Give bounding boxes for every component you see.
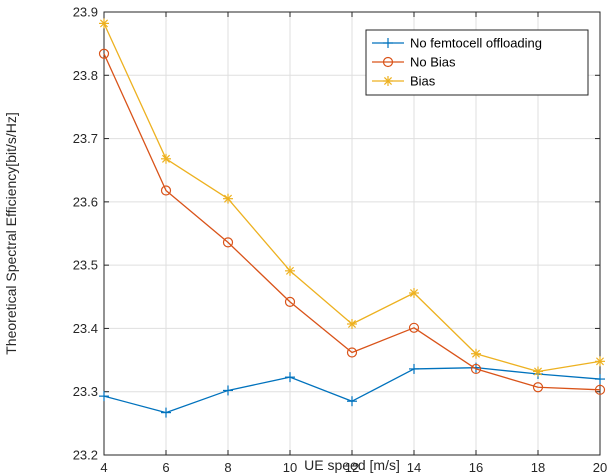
x-tick-label: 12 [345,460,359,473]
data-point [222,237,234,248]
data-point [285,372,295,383]
x-tick-label: 8 [224,460,231,473]
axes [103,11,601,456]
legend-item: Bias [372,74,436,89]
legend-item: No Bias [372,55,456,70]
series-1 [98,48,606,395]
y-tick-label: 23.5 [73,258,98,273]
x-tick-label: 18 [531,460,545,473]
data-point [595,374,605,385]
data-point [533,366,543,377]
series-0 [99,362,605,418]
series-group [98,18,606,418]
x-tick-label: 10 [283,460,297,473]
data-point [408,322,420,333]
legend-swatch-marker [383,38,393,48]
x-tick-label: 20 [593,460,607,473]
data-point [284,296,296,307]
data-point [471,348,481,359]
x-tick-label: 4 [100,460,107,473]
y-tick-label: 23.4 [73,321,98,336]
legend-swatch-marker [383,76,393,86]
tick-labels: 4 6 8 10 12 14 16 18 20 23.2 23.3 23.4 23.5 23.6 23.7 2… [73,5,608,473]
data-point [285,265,295,276]
data-point [347,396,357,407]
y-tick-label: 23.6 [73,194,98,209]
x-tick-label: 6 [162,460,169,473]
y-axis-title: Theoretical Spectral Efficiency[bit/s/Hz… [3,112,19,355]
y-tick-label: 23.2 [73,448,98,463]
x-axis-title: UE speed [m/s] [304,457,400,473]
legend-label: Bias [410,74,436,89]
data-point [223,193,233,204]
data-point [347,318,357,329]
legend-label: No femtocell offloading [410,36,542,51]
y-tick-label: 23.7 [73,131,98,146]
data-point [346,347,358,358]
data-point [470,363,482,375]
y-tick-label: 23.9 [73,5,98,20]
x-tick-label: 14 [407,460,421,473]
series-line [103,53,601,391]
legend-label: No Bias [410,55,456,70]
legend-swatch-marker [382,56,394,68]
y-tick-label: 23.3 [73,384,98,399]
data-point [409,363,419,374]
data-point [532,382,544,393]
data-point [161,407,171,418]
series-2 [99,18,605,377]
legend-item: No femtocell offloading [372,36,542,51]
data-point [223,385,233,396]
plot-frame [103,11,601,456]
data-point [409,287,419,298]
data-point [160,185,172,196]
legend: No femtocell offloading No Bias Bias [365,29,589,96]
data-point [594,384,606,395]
data-point [161,153,171,164]
x-tick-label: 16 [469,460,483,473]
y-tick-label: 23.8 [73,68,98,83]
data-point [98,48,110,59]
data-point [99,391,109,402]
data-point [595,356,605,367]
data-point [99,18,109,29]
